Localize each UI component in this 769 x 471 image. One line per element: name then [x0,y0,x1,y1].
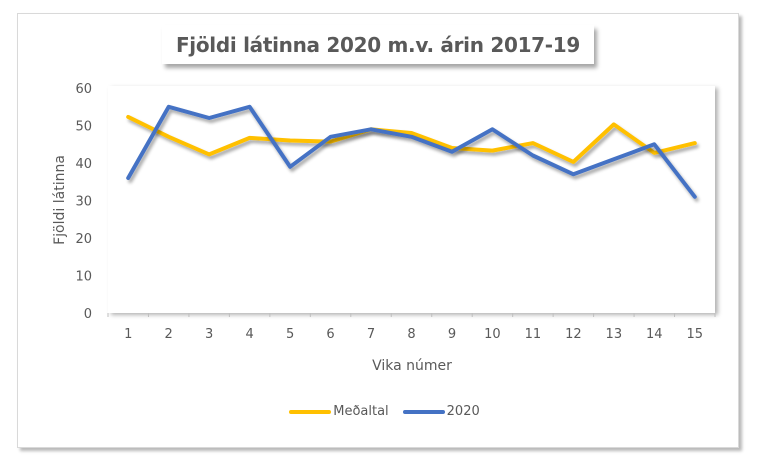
plot-area [108,86,715,313]
x-tick-label: 15 [686,327,703,342]
x-tick-label: 9 [448,327,456,342]
y-tick-label: 60 [75,82,92,97]
y-tick-label: 40 [75,157,92,172]
y-tick-label: 20 [75,232,92,247]
y-tick-label: 10 [75,270,92,285]
legend-item-2020[interactable]: 2020 [402,404,480,419]
y-axis-title: Fjöldi látinna [52,155,68,245]
y-tick-label: 50 [75,120,92,135]
x-axis-tick-labels: 1 2 3 4 5 6 7 8 9 10 11 12 13 14 15 [124,327,703,342]
y-tick-label: 30 [75,195,92,210]
x-tick-label: 14 [646,327,663,342]
y-axis-tick-labels: 0 10 20 30 40 50 60 [75,82,92,322]
x-tick-label: 8 [407,327,415,342]
x-tick-label: 5 [286,327,294,342]
legend-item-average[interactable]: Meðaltal [289,404,389,419]
x-tick-label: 2 [165,327,173,342]
y-tick-label: 0 [84,307,92,322]
x-tick-label: 3 [205,327,213,342]
legend-label: Meðaltal [333,404,389,419]
legend-swatch-blue-line-icon [402,409,445,414]
series-line-average[interactable] [126,114,697,164]
x-axis [107,312,716,317]
gridlines [108,87,715,277]
x-tick-label: 7 [367,327,375,342]
chart-title: Fjöldi látinna 2020 m.v. árin 2017-19 [175,32,581,57]
x-tick-label: 1 [124,327,132,342]
x-tick-label: 6 [326,327,334,342]
series-lines [126,104,697,199]
x-tick-label: 4 [245,327,253,342]
legend: Meðaltal 2020 [0,404,769,419]
series-line-2020[interactable] [126,104,697,199]
chart-title-box: Fjöldi látinna 2020 m.v. árin 2017-19 [162,25,594,64]
x-tick-label: 13 [606,327,623,342]
x-tick-label: 10 [484,327,501,342]
legend-label: 2020 [446,404,480,419]
x-tick-label: 11 [525,327,542,342]
x-tick-label: 12 [565,327,582,342]
legend-swatch-yellow-line-icon [289,409,332,414]
x-axis-title: Vika númer [372,358,452,374]
